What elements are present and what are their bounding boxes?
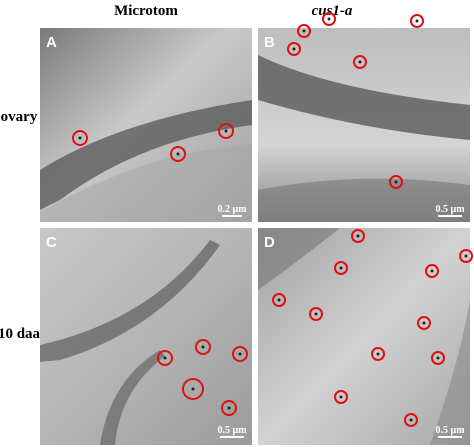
panel-letter: B <box>264 34 275 51</box>
panel-letter: C <box>46 234 57 251</box>
scale-label: 0.5 µm <box>217 425 247 436</box>
panel-letter: A <box>46 34 57 51</box>
panel-c: C 0.5 µm <box>40 228 252 445</box>
row-label: 10 daa <box>0 326 41 342</box>
panel-b: B 0.5 µm <box>258 12 470 222</box>
panel-letter: D <box>264 234 275 251</box>
column-header: cus1-a <box>312 3 353 19</box>
panel-d: D 0.5 µm <box>258 228 473 445</box>
scale-label: 0.5 µm <box>435 425 465 436</box>
panel-a: A 0.2 µm <box>40 28 252 222</box>
scale-label: 0.2 µm <box>217 204 247 215</box>
row-label: ovary <box>1 109 38 125</box>
column-header: Microtom <box>114 3 178 19</box>
scale-label: 0.5 µm <box>435 204 465 215</box>
